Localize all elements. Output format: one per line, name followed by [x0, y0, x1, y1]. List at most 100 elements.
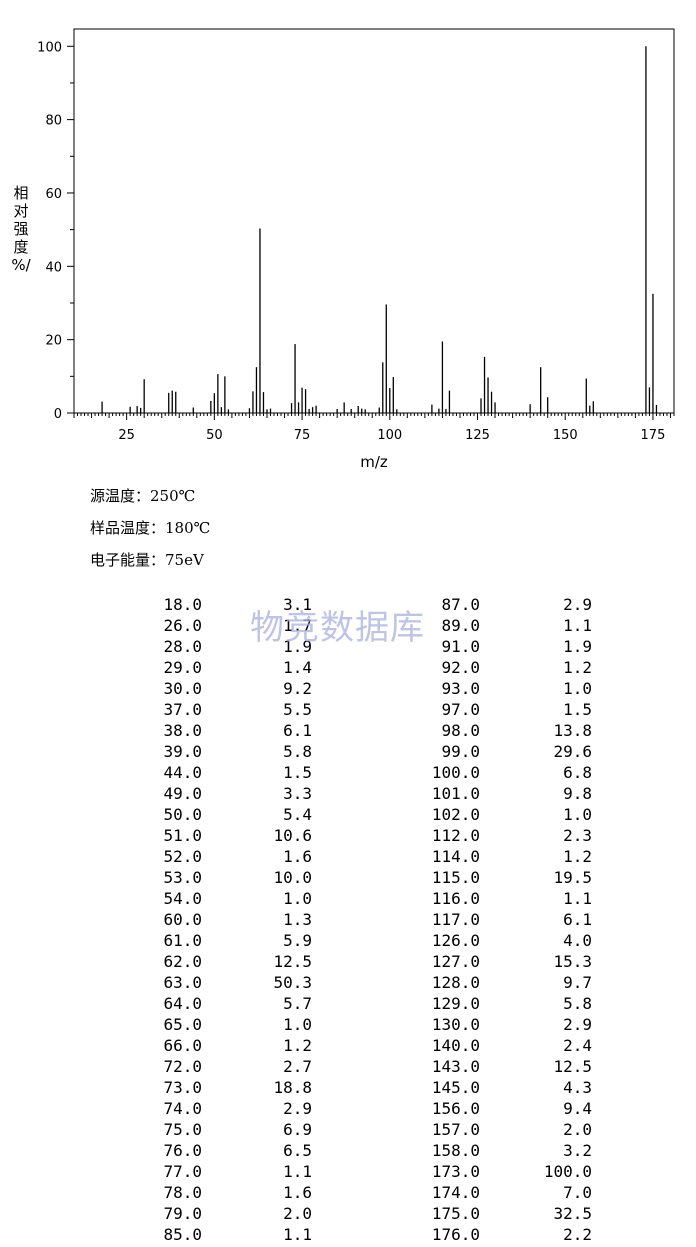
x-tick-label: 25	[118, 428, 135, 443]
mz-cell: 101.0	[431, 784, 480, 803]
table-row: 44.0 1.5 100.0 6.8	[0, 762, 696, 783]
intensity-cell: 1.2	[283, 1036, 312, 1055]
intensity-cell: 2.0	[283, 1204, 312, 1223]
intensity-cell: 1.0	[563, 805, 592, 824]
intensity-cell: 1.0	[283, 889, 312, 908]
mz-cell: 50.0	[163, 805, 202, 824]
table-row: 38.0 6.1 98.0 13.8	[0, 720, 696, 741]
mz-cell: 127.0	[431, 952, 480, 971]
intensity-cell: 12.5	[553, 1057, 592, 1076]
mz-cell: 74.0	[163, 1099, 202, 1118]
source-temperature: 源温度：250℃	[90, 486, 195, 506]
mz-cell: 128.0	[431, 973, 480, 992]
electron-energy: 电子能量：75eV	[90, 550, 204, 570]
mz-cell: 51.0	[163, 826, 202, 845]
y-tick-label: 100	[37, 40, 62, 55]
intensity-cell: 15.3	[553, 952, 592, 971]
mz-cell: 18.0	[163, 595, 202, 614]
table-row: 37.0 5.5 97.0 1.5	[0, 699, 696, 720]
mz-cell: 53.0	[163, 868, 202, 887]
table-row: 28.0 1.9 91.0 1.9	[0, 636, 696, 657]
mz-cell: 49.0	[163, 784, 202, 803]
table-row: 79.0 2.0 175.0 32.5	[0, 1203, 696, 1224]
intensity-cell: 6.5	[283, 1141, 312, 1160]
mz-cell: 116.0	[431, 889, 480, 908]
intensity-cell: 9.4	[563, 1099, 592, 1118]
electron-energy-value: 75eV	[165, 551, 204, 569]
mz-cell: 30.0	[163, 679, 202, 698]
mz-cell: 62.0	[163, 952, 202, 971]
intensity-cell: 5.8	[563, 994, 592, 1013]
intensity-cell: 10.0	[273, 868, 312, 887]
mz-cell: 130.0	[431, 1015, 480, 1034]
intensity-cell: 1.5	[563, 700, 592, 719]
mz-cell: 92.0	[441, 658, 480, 677]
table-row: 49.0 3.3 101.0 9.8	[0, 783, 696, 804]
mz-cell: 75.0	[163, 1120, 202, 1139]
intensity-cell: 1.0	[563, 679, 592, 698]
table-row: 60.0 1.3 117.0 6.1	[0, 909, 696, 930]
intensity-cell: 1.9	[563, 637, 592, 656]
table-row: 50.0 5.4 102.0 1.0	[0, 804, 696, 825]
intensity-cell: 1.2	[563, 658, 592, 677]
table-row: 74.0 2.9 156.0 9.4	[0, 1098, 696, 1119]
mz-cell: 54.0	[163, 889, 202, 908]
intensity-cell: 1.1	[563, 889, 592, 908]
mz-cell: 26.0	[163, 616, 202, 635]
table-row: 65.0 1.0 130.0 2.9	[0, 1014, 696, 1035]
mz-cell: 37.0	[163, 700, 202, 719]
mz-cell: 93.0	[441, 679, 480, 698]
intensity-cell: 2.2	[563, 1225, 592, 1244]
mz-cell: 64.0	[163, 994, 202, 1013]
mz-cell: 145.0	[431, 1078, 480, 1097]
x-tick-label: 50	[206, 428, 223, 443]
intensity-cell: 1.3	[283, 910, 312, 929]
intensity-cell: 2.9	[563, 1015, 592, 1034]
intensity-cell: 4.0	[563, 931, 592, 950]
mz-cell: 99.0	[441, 742, 480, 761]
intensity-cell: 5.5	[283, 700, 312, 719]
mz-cell: 143.0	[431, 1057, 480, 1076]
intensity-cell: 1.1	[563, 616, 592, 635]
intensity-cell: 6.9	[283, 1120, 312, 1139]
table-row: 73.0 18.8 145.0 4.3	[0, 1077, 696, 1098]
mz-cell: 129.0	[431, 994, 480, 1013]
table-row: 72.0 2.7 143.0 12.5	[0, 1056, 696, 1077]
intensity-cell: 1.0	[283, 1015, 312, 1034]
intensity-cell: 3.2	[563, 1141, 592, 1160]
mz-cell: 173.0	[431, 1162, 480, 1181]
mz-cell: 60.0	[163, 910, 202, 929]
mz-cell: 78.0	[163, 1183, 202, 1202]
mz-cell: 112.0	[431, 826, 480, 845]
intensity-cell: 10.6	[273, 826, 312, 845]
mz-cell: 72.0	[163, 1057, 202, 1076]
table-row: 66.0 1.2 140.0 2.4	[0, 1035, 696, 1056]
y-tick-label: 0	[54, 407, 62, 422]
mz-cell: 87.0	[441, 595, 480, 614]
y-axis-label-char: %/	[11, 256, 31, 274]
mz-cell: 97.0	[441, 700, 480, 719]
mz-cell: 29.0	[163, 658, 202, 677]
table-row: 54.0 1.0 116.0 1.1	[0, 888, 696, 909]
mz-cell: 28.0	[163, 637, 202, 656]
intensity-cell: 32.5	[553, 1204, 592, 1223]
intensity-cell: 13.8	[553, 721, 592, 740]
source-temperature-label: 源温度：	[90, 487, 151, 505]
mz-cell: 157.0	[431, 1120, 480, 1139]
mz-cell: 39.0	[163, 742, 202, 761]
mz-cell: 79.0	[163, 1204, 202, 1223]
mz-cell: 140.0	[431, 1036, 480, 1055]
intensity-cell: 1.4	[283, 658, 312, 677]
intensity-cell: 18.8	[273, 1078, 312, 1097]
intensity-cell: 2.3	[563, 826, 592, 845]
x-tick-label: 75	[294, 428, 311, 443]
mz-cell: 126.0	[431, 931, 480, 950]
table-row: 51.0 10.6 112.0 2.3	[0, 825, 696, 846]
intensity-cell: 5.7	[283, 994, 312, 1013]
intensity-cell: 1.6	[283, 847, 312, 866]
mz-cell: 63.0	[163, 973, 202, 992]
y-tick-label: 80	[45, 114, 62, 129]
intensity-cell: 5.9	[283, 931, 312, 950]
mz-cell: 156.0	[431, 1099, 480, 1118]
